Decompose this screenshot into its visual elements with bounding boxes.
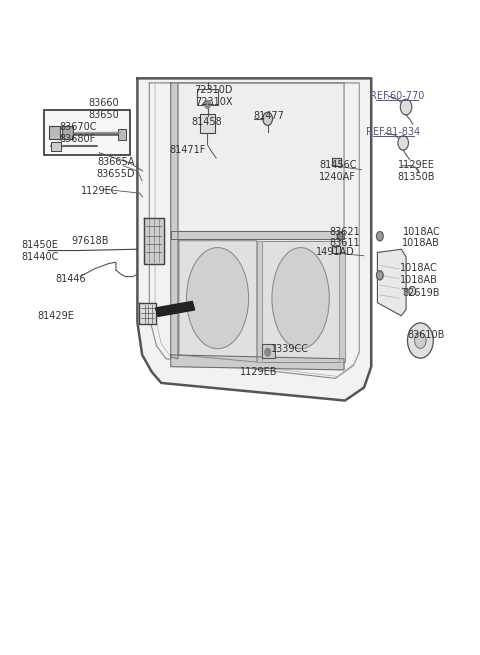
Circle shape	[398, 136, 408, 150]
Circle shape	[265, 348, 271, 356]
Circle shape	[400, 99, 412, 115]
FancyBboxPatch shape	[61, 126, 73, 139]
Circle shape	[337, 233, 343, 240]
Circle shape	[408, 323, 433, 358]
Text: REF.60-770: REF.60-770	[370, 91, 425, 101]
Text: 81458: 81458	[191, 117, 222, 127]
Text: 81456C
1240AF: 81456C 1240AF	[319, 160, 357, 182]
Circle shape	[415, 333, 426, 348]
Circle shape	[263, 112, 273, 125]
FancyBboxPatch shape	[44, 109, 130, 155]
Ellipse shape	[187, 248, 249, 348]
Text: 81477: 81477	[253, 111, 284, 121]
Polygon shape	[156, 301, 195, 316]
Polygon shape	[171, 231, 344, 240]
Text: 81429E: 81429E	[38, 310, 75, 321]
Polygon shape	[377, 250, 406, 316]
Text: 81471F: 81471F	[169, 145, 206, 155]
Circle shape	[376, 232, 383, 241]
FancyBboxPatch shape	[51, 141, 60, 151]
Polygon shape	[262, 241, 340, 362]
Ellipse shape	[272, 248, 329, 348]
Text: 97618B: 97618B	[71, 236, 108, 246]
Circle shape	[204, 100, 210, 108]
FancyBboxPatch shape	[48, 126, 60, 139]
Text: 1339CC: 1339CC	[271, 344, 309, 354]
Text: 1018AC
1018AB: 1018AC 1018AB	[400, 263, 438, 285]
Polygon shape	[171, 83, 344, 238]
Polygon shape	[171, 355, 344, 370]
Text: REF.81-834: REF.81-834	[366, 127, 420, 137]
Text: 83670C
83680F: 83670C 83680F	[59, 122, 96, 144]
Text: 83665A
83655D: 83665A 83655D	[96, 157, 135, 179]
Text: 1129EC: 1129EC	[81, 185, 118, 196]
Text: 83621
83611: 83621 83611	[330, 227, 360, 248]
Text: 72310D
72310X: 72310D 72310X	[194, 85, 233, 107]
Polygon shape	[144, 218, 164, 263]
Circle shape	[376, 271, 383, 280]
FancyBboxPatch shape	[197, 90, 218, 105]
FancyBboxPatch shape	[332, 158, 341, 166]
Text: 1491AD: 1491AD	[316, 248, 355, 257]
Polygon shape	[137, 79, 371, 401]
FancyBboxPatch shape	[200, 114, 215, 133]
Text: 83660
83650: 83660 83650	[89, 98, 120, 120]
Text: 1018AC
1018AB: 1018AC 1018AB	[402, 227, 440, 248]
FancyBboxPatch shape	[263, 345, 276, 358]
Polygon shape	[139, 303, 156, 324]
Text: 83610B: 83610B	[408, 330, 445, 341]
Text: 1129EB: 1129EB	[240, 367, 278, 377]
Polygon shape	[179, 241, 257, 362]
Text: 81446: 81446	[55, 274, 86, 284]
FancyBboxPatch shape	[118, 128, 126, 140]
Polygon shape	[257, 241, 263, 362]
Polygon shape	[171, 83, 178, 359]
Circle shape	[409, 286, 416, 295]
Text: 81450E
81440C: 81450E 81440C	[21, 240, 58, 262]
Text: 1129EE
81350B: 1129EE 81350B	[398, 160, 435, 182]
Text: 82619B: 82619B	[403, 288, 440, 298]
FancyBboxPatch shape	[332, 246, 340, 253]
Polygon shape	[339, 241, 345, 362]
